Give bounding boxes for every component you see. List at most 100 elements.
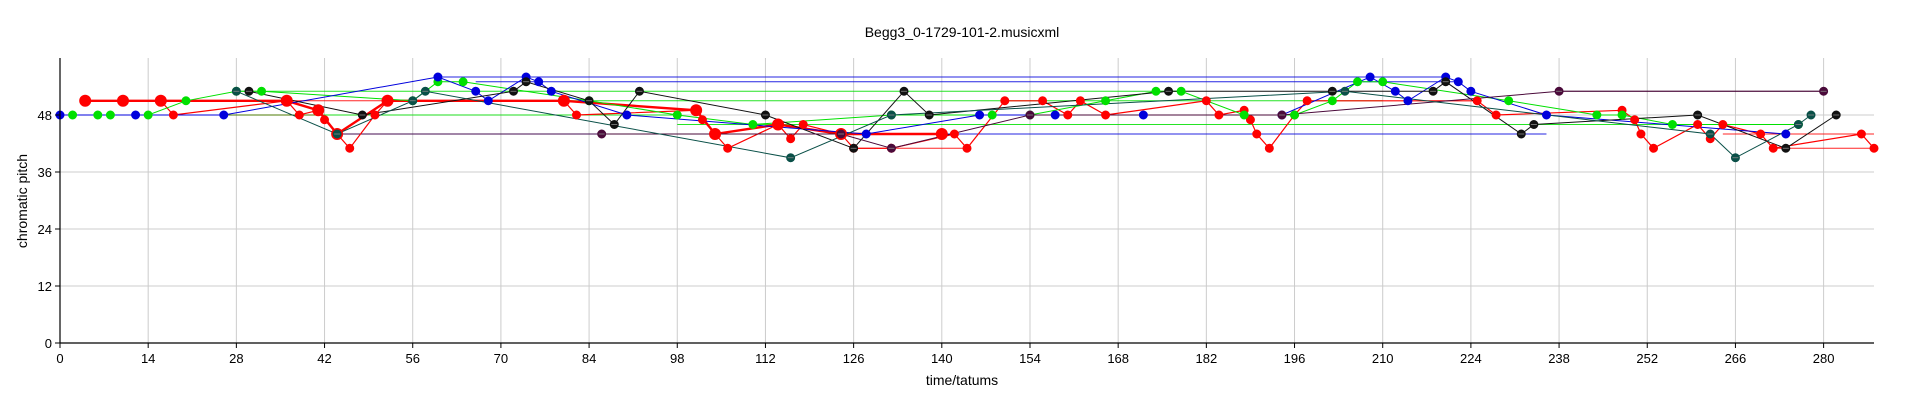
data-point	[786, 134, 796, 144]
data-point	[1718, 120, 1728, 129]
data-point	[1869, 143, 1879, 153]
data-point	[1617, 110, 1627, 120]
data-point	[1472, 96, 1482, 106]
x-tick-label: 0	[56, 351, 63, 366]
x-tick-label: 98	[670, 351, 684, 366]
data-point	[1636, 129, 1646, 139]
data-point	[1693, 120, 1703, 129]
y-tick-label: 48	[38, 108, 52, 123]
data-point	[1151, 86, 1161, 96]
y-tick-label: 36	[38, 165, 52, 180]
data-point	[154, 94, 167, 107]
data-point	[1050, 110, 1060, 120]
data-point	[294, 110, 304, 120]
data-point	[1630, 115, 1640, 125]
data-point	[320, 115, 330, 125]
data-point	[257, 86, 267, 96]
data-point	[1453, 77, 1463, 87]
data-point	[975, 110, 985, 120]
y-tick-label: 24	[38, 222, 52, 237]
data-point	[131, 110, 141, 120]
data-point	[483, 96, 493, 106]
data-point	[370, 110, 380, 120]
data-point	[935, 128, 948, 140]
x-tick-label: 84	[582, 351, 596, 366]
data-point	[1756, 129, 1766, 139]
data-point	[534, 77, 544, 87]
sustain-lines	[60, 76, 1874, 149]
x-tick-label: 266	[1725, 351, 1747, 366]
data-point	[1491, 110, 1501, 120]
y-tick-label: 12	[38, 279, 52, 294]
data-point	[1038, 96, 1048, 106]
data-point	[1075, 96, 1085, 106]
data-point	[723, 143, 733, 153]
data-point	[1541, 110, 1551, 120]
data-point	[748, 120, 758, 129]
x-tick-label: 224	[1460, 351, 1482, 366]
data-point	[1592, 110, 1602, 120]
data-point	[772, 118, 785, 131]
data-point	[622, 110, 632, 120]
series-line	[72, 81, 1799, 126]
data-point	[1252, 129, 1262, 139]
x-tick-label: 126	[843, 351, 865, 366]
axes: 0 14 28 42 56 70 84 98 112 126 140 154 168 182 196 210 2…	[38, 58, 1874, 366]
x-tick-label: 56	[405, 351, 419, 366]
data-point	[571, 110, 581, 120]
x-tick-label: 140	[931, 351, 953, 366]
x-tick-label: 196	[1284, 351, 1306, 366]
data-points	[55, 72, 1879, 163]
data-point	[168, 110, 178, 120]
data-point	[798, 120, 808, 129]
data-point	[219, 110, 229, 120]
data-point	[546, 86, 556, 96]
data-point	[1138, 110, 1148, 120]
data-point	[280, 94, 293, 107]
data-point	[381, 94, 394, 107]
data-point	[1768, 143, 1778, 153]
data-point	[93, 110, 103, 120]
x-tick-label: 70	[494, 351, 508, 366]
data-point	[1290, 110, 1300, 120]
y-axis-title: chromatic pitch	[14, 154, 30, 248]
data-point	[143, 110, 153, 120]
data-point	[1264, 143, 1274, 153]
x-tick-label: 42	[317, 351, 331, 366]
data-point	[105, 110, 115, 120]
data-point	[1365, 72, 1375, 82]
data-point	[68, 110, 78, 120]
data-point	[709, 128, 722, 140]
data-point	[1327, 96, 1337, 106]
x-tick-label: 154	[1019, 351, 1041, 366]
x-tick-label: 280	[1813, 351, 1835, 366]
series-line	[85, 100, 1875, 150]
chart-title: Begg3_0-1729-101-2.musicxml	[865, 24, 1060, 40]
data-point	[1856, 129, 1866, 139]
data-point	[79, 94, 92, 107]
x-tick-label: 168	[1107, 351, 1129, 366]
data-point	[1239, 110, 1249, 120]
x-tick-label: 252	[1636, 351, 1658, 366]
data-point	[690, 104, 703, 117]
data-point	[458, 77, 468, 87]
data-point	[1378, 77, 1388, 87]
x-tick-label: 112	[755, 351, 776, 366]
series-line	[601, 90, 1824, 149]
x-tick-label: 238	[1548, 351, 1570, 366]
data-point	[181, 96, 191, 106]
data-point	[1390, 86, 1400, 96]
data-point	[433, 72, 443, 82]
data-point	[1000, 96, 1010, 106]
data-point	[1101, 96, 1111, 106]
series-line	[85, 99, 942, 136]
data-point	[1403, 96, 1413, 106]
data-point	[672, 110, 682, 120]
data-point	[1302, 96, 1312, 106]
data-point	[1101, 110, 1111, 120]
data-point	[1667, 120, 1677, 129]
data-point	[949, 129, 959, 139]
data-point	[987, 110, 997, 120]
data-point	[1649, 143, 1659, 153]
